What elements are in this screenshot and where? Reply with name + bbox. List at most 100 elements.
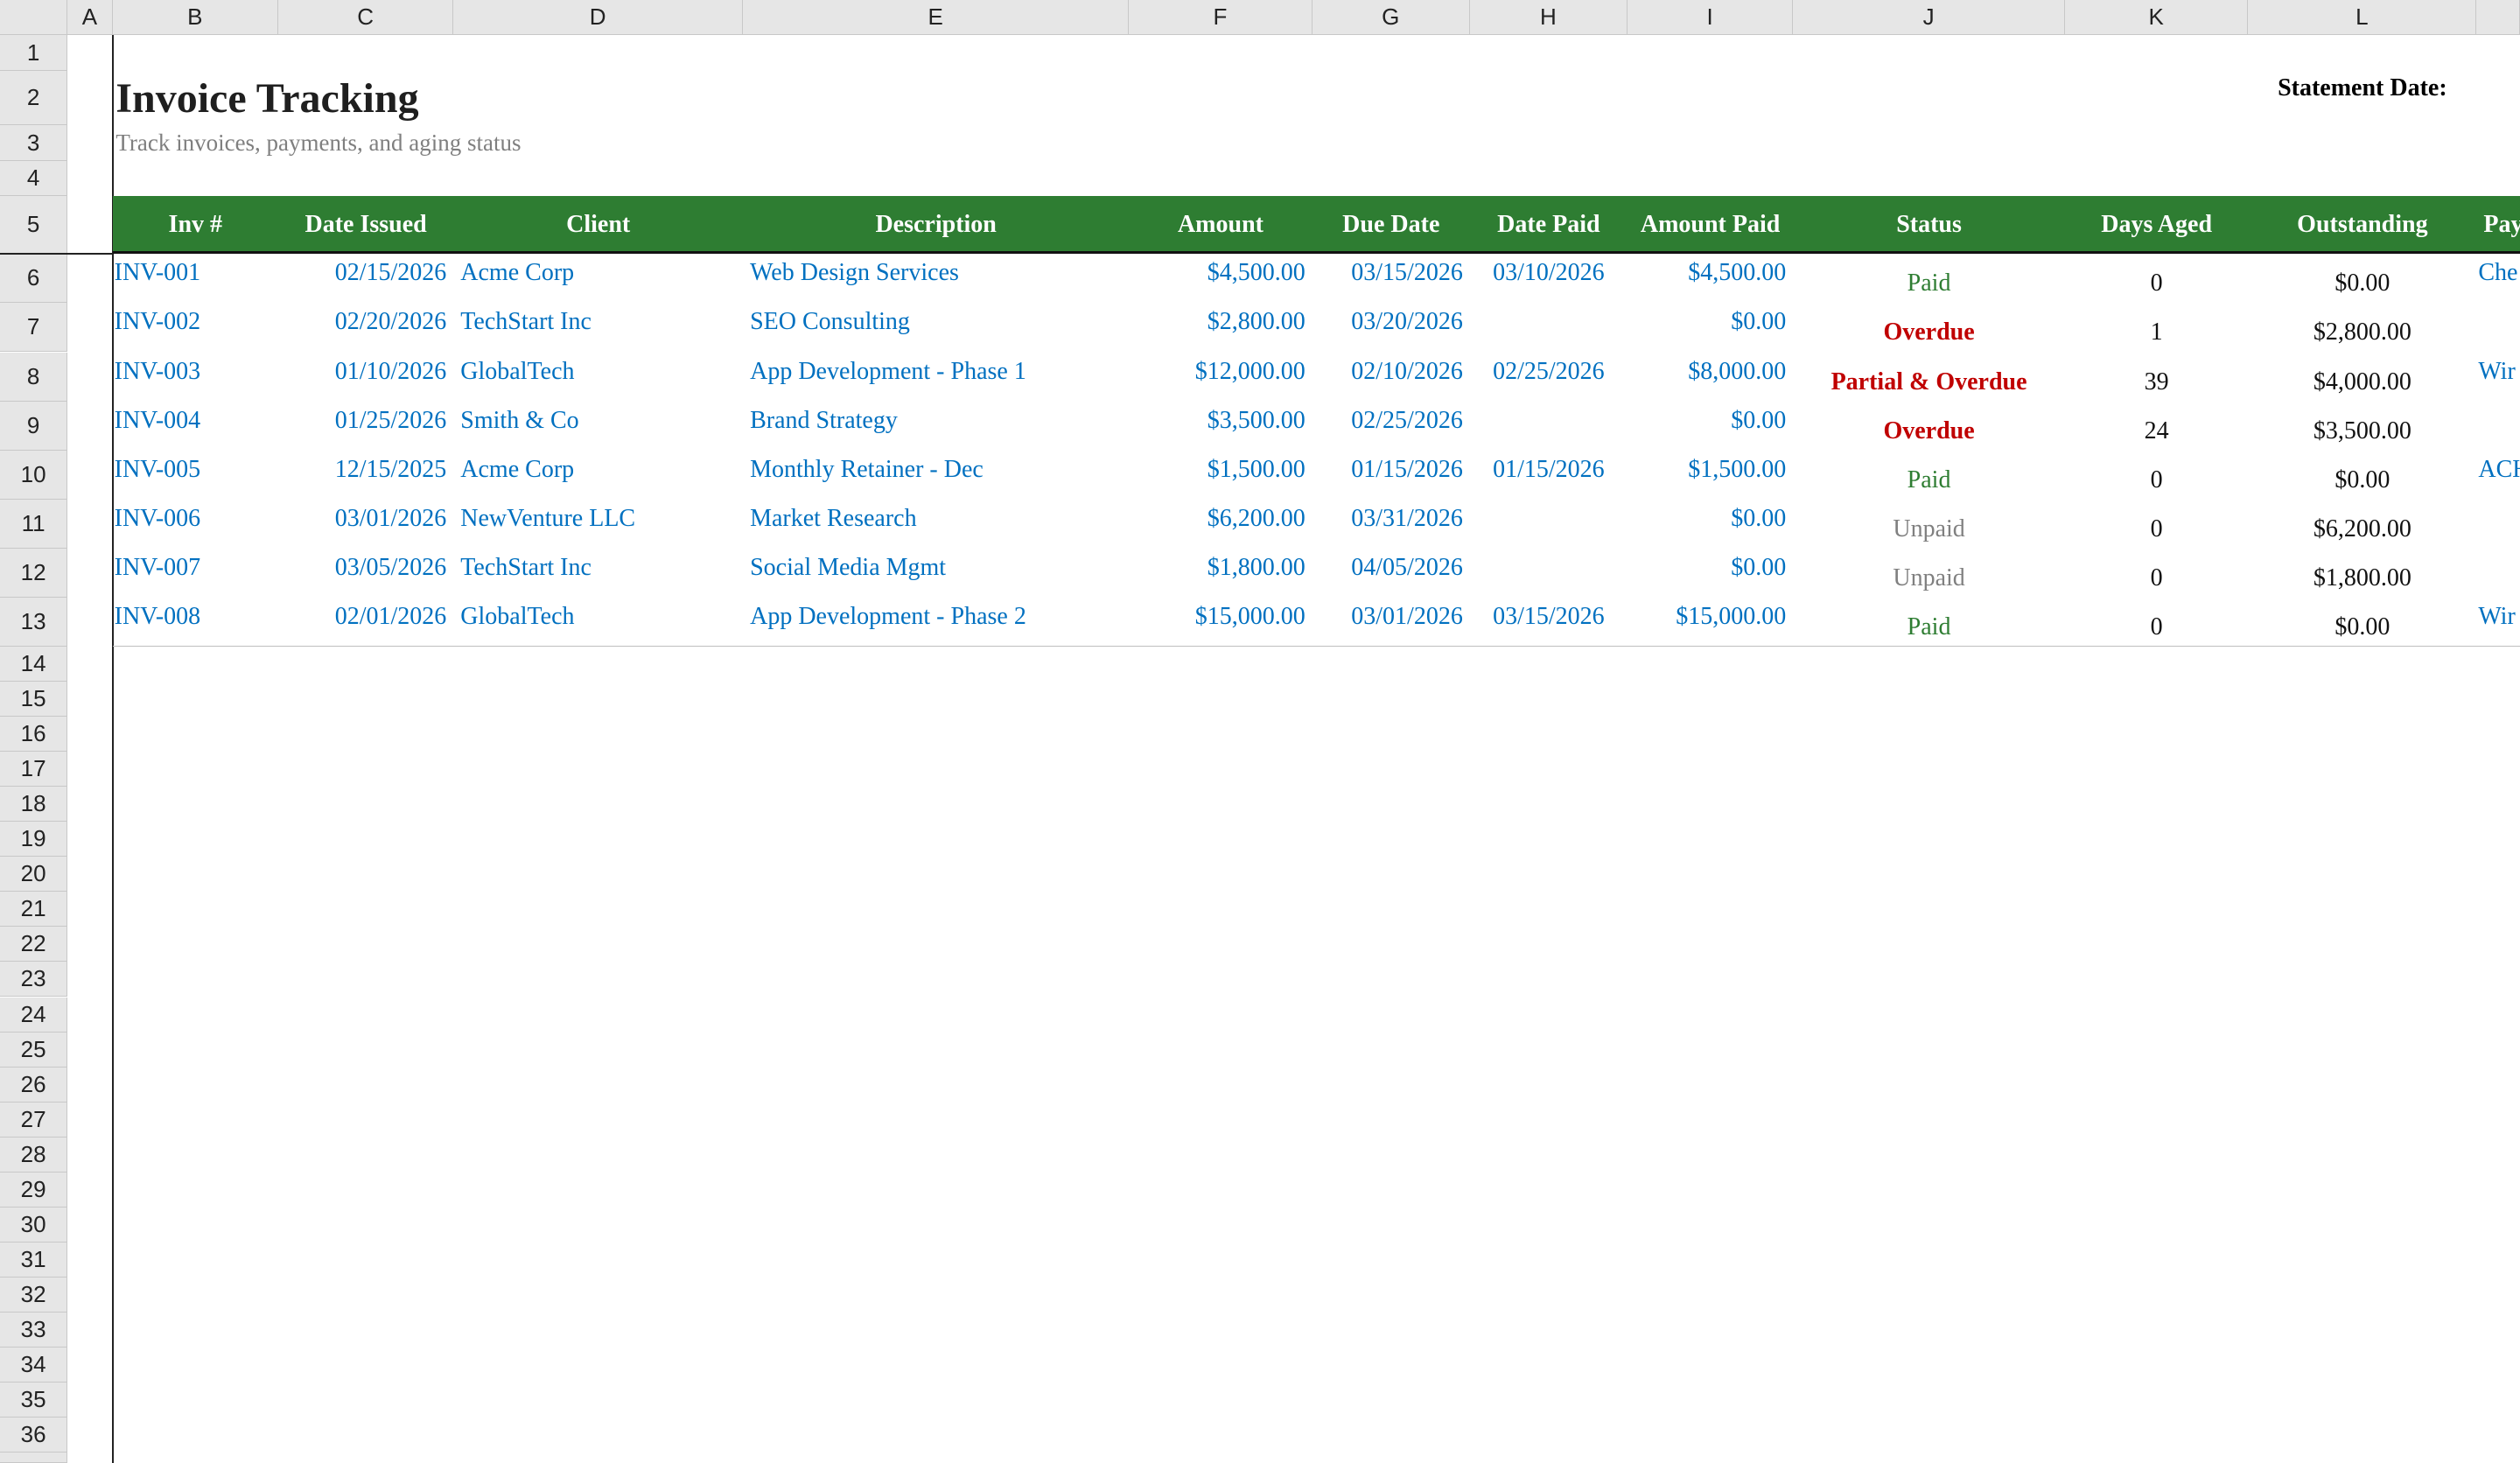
amount-paid: $15,000.00 [1676,602,1787,630]
description: Market Research [750,504,917,532]
column-header[interactable]: A [67,0,113,36]
row-header[interactable]: 15 [0,681,68,717]
row-header[interactable]: 12 [0,548,68,598]
row-header[interactable]: 30 [0,1207,68,1242]
table-header: Due Date [1342,211,1440,239]
row-header[interactable]: 9 [0,401,68,451]
row-header[interactable]: 4 [0,160,68,197]
date-issued: 02/15/2026 [334,259,447,287]
status: Unpaid [1893,564,1965,592]
client: Acme Corp [460,455,575,483]
date-paid: 03/10/2026 [1493,259,1605,287]
row-header[interactable]: 5 [0,196,68,255]
invoice-number: INV-002 [114,308,201,336]
row-header[interactable]: 16 [0,716,68,752]
column-header[interactable]: E [743,0,1130,36]
payment-method: Che [2478,259,2518,287]
invoice-number: INV-004 [114,406,201,434]
column-header[interactable]: J [1793,0,2065,36]
column-header[interactable]: I [1627,0,1794,36]
row-header[interactable]: 22 [0,927,68,962]
row-header[interactable]: 18 [0,787,68,822]
row-header[interactable]: 25 [0,1032,68,1068]
row-header[interactable]: 23 [0,962,68,998]
status: Unpaid [1893,514,1965,542]
column-header[interactable]: F [1129,0,1312,36]
days-aged: 0 [2150,466,2163,494]
row-header[interactable]: 26 [0,1067,68,1102]
date-issued: 01/25/2026 [334,406,447,434]
row-header[interactable]: 11 [0,499,68,549]
description: Web Design Services [750,259,959,287]
amount: $1,500.00 [1207,455,1306,483]
payment-method: Wir [2478,357,2516,385]
column-header[interactable]: D [453,0,744,36]
amount: $4,500.00 [1207,259,1306,287]
row-header[interactable]: 36 [0,1418,68,1453]
column-header[interactable]: K [2064,0,2249,36]
row-header[interactable]: 31 [0,1242,68,1278]
date-issued: 02/20/2026 [334,308,447,336]
row-header[interactable]: 7 [0,303,68,353]
row-header[interactable]: 2 [0,70,68,126]
column-header[interactable]: B [112,0,278,36]
table-header: Date Issued [304,211,427,239]
payment-method: ACH [2478,455,2520,483]
date-issued: 12/15/2025 [334,455,447,483]
table-header: Amount [1177,211,1264,239]
days-aged: 0 [2150,514,2163,542]
row-header[interactable]: 33 [0,1312,68,1348]
date-paid: 02/25/2026 [1493,357,1605,385]
amount-paid: $0.00 [1731,553,1787,581]
table-header: Days Aged [2101,211,2213,239]
row-header[interactable]: 28 [0,1137,68,1172]
table-header: Outstanding [2297,211,2428,239]
row-header[interactable]: 8 [0,352,68,402]
client: TechStart Inc [460,553,592,581]
amount: $2,800.00 [1207,308,1306,336]
row-header[interactable]: 27 [0,1102,68,1138]
description: Monthly Retainer - Dec [750,455,984,483]
invoice-number: INV-003 [114,357,201,385]
status: Paid [1907,466,1951,494]
status: Overdue [1883,416,1975,444]
column-header[interactable]: H [1469,0,1628,36]
outstanding: $3,500.00 [2313,416,2412,444]
table-header-bg [112,196,2520,255]
row-header[interactable]: 24 [0,997,68,1032]
freeze-line [111,35,114,1463]
table-header: Amount Paid [1640,211,1781,239]
due-date: 03/15/2026 [1351,259,1463,287]
row-header[interactable]: 1 [0,35,68,71]
row-header[interactable]: 34 [0,1348,68,1383]
due-date: 03/31/2026 [1351,504,1463,532]
due-date: 03/20/2026 [1351,308,1463,336]
description: Social Media Mgmt [750,553,947,581]
amount-paid: $0.00 [1731,308,1787,336]
column-header[interactable]: G [1312,0,1470,36]
date-paid: 03/15/2026 [1493,602,1605,630]
row-header[interactable]: 35 [0,1382,68,1418]
row-header[interactable]: 21 [0,892,68,928]
row-header [0,1452,68,1463]
column-header[interactable]: L [2248,0,2477,36]
date-issued: 03/01/2026 [334,504,447,532]
due-date: 02/25/2026 [1351,406,1463,434]
row-header[interactable]: 14 [0,646,68,682]
row-header[interactable]: 20 [0,857,68,892]
column-header[interactable]: C [277,0,454,36]
row-header[interactable]: 32 [0,1278,68,1313]
row-header[interactable]: 3 [0,125,68,161]
due-date: 01/15/2026 [1351,455,1463,483]
client: GlobalTech [460,357,575,385]
table-header: Inv # [168,211,223,239]
row-header[interactable]: 6 [0,254,68,304]
row-header[interactable]: 19 [0,822,68,858]
row-header[interactable]: 10 [0,450,68,500]
row-header[interactable]: 13 [0,597,68,647]
statement-date-label: Statement Date: [2278,74,2447,102]
row-header[interactable]: 17 [0,752,68,788]
invoice-number: INV-008 [114,602,201,630]
row-header[interactable]: 29 [0,1172,68,1208]
